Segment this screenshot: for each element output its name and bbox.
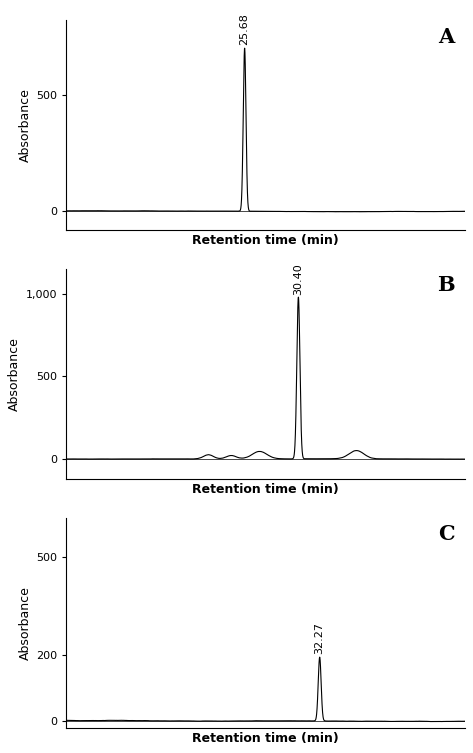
Y-axis label: Absorbance: Absorbance: [19, 586, 32, 660]
Text: C: C: [438, 524, 455, 544]
X-axis label: Retention time (min): Retention time (min): [192, 732, 339, 745]
X-axis label: Retention time (min): Retention time (min): [192, 234, 339, 247]
Text: 25.68: 25.68: [240, 13, 250, 44]
Text: B: B: [437, 276, 455, 295]
Text: 30.40: 30.40: [293, 263, 303, 294]
Text: A: A: [438, 26, 455, 47]
Y-axis label: Absorbance: Absorbance: [9, 337, 21, 411]
X-axis label: Retention time (min): Retention time (min): [192, 483, 339, 496]
Y-axis label: Absorbance: Absorbance: [19, 88, 32, 162]
Text: 32.27: 32.27: [315, 623, 324, 654]
